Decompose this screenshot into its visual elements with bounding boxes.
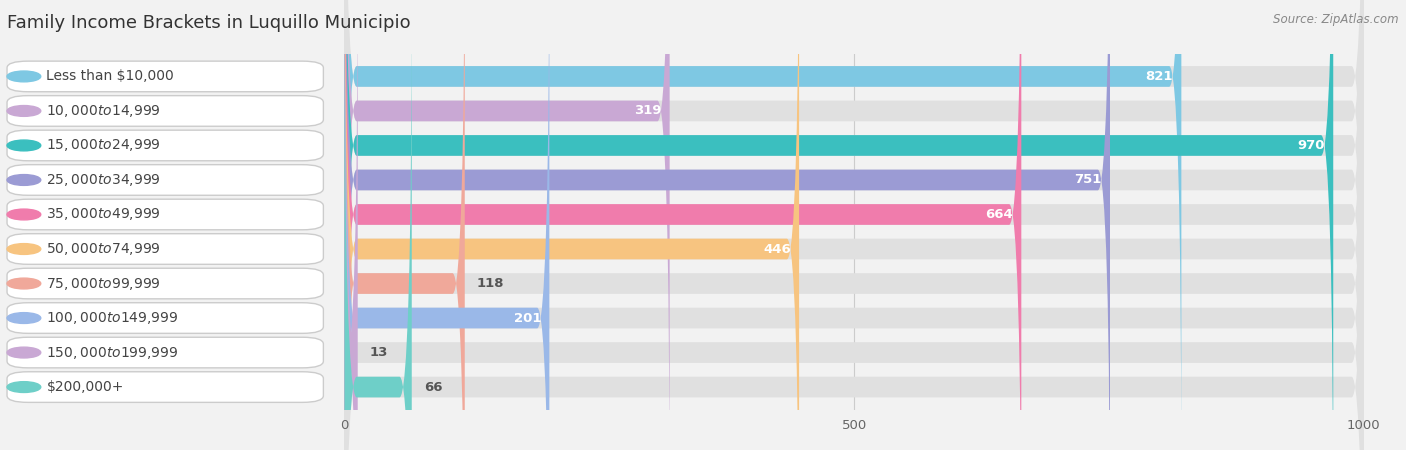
Text: 66: 66	[425, 381, 443, 394]
FancyBboxPatch shape	[344, 0, 1364, 450]
Text: 821: 821	[1146, 70, 1173, 83]
FancyBboxPatch shape	[344, 0, 1364, 450]
Text: $200,000+: $200,000+	[46, 380, 124, 394]
FancyBboxPatch shape	[344, 0, 1364, 450]
FancyBboxPatch shape	[344, 0, 669, 450]
FancyBboxPatch shape	[344, 0, 1364, 450]
FancyBboxPatch shape	[344, 0, 1364, 450]
FancyBboxPatch shape	[344, 0, 465, 450]
FancyBboxPatch shape	[344, 0, 1333, 450]
FancyBboxPatch shape	[344, 0, 1364, 450]
FancyBboxPatch shape	[344, 0, 550, 450]
Text: Less than $10,000: Less than $10,000	[46, 69, 174, 83]
Text: 319: 319	[634, 104, 661, 117]
FancyBboxPatch shape	[344, 0, 412, 450]
Text: $25,000 to $34,999: $25,000 to $34,999	[46, 172, 162, 188]
Text: $35,000 to $49,999: $35,000 to $49,999	[46, 207, 162, 222]
Text: 446: 446	[763, 243, 792, 256]
FancyBboxPatch shape	[344, 0, 1364, 450]
Text: $100,000 to $149,999: $100,000 to $149,999	[46, 310, 179, 326]
Text: $15,000 to $24,999: $15,000 to $24,999	[46, 137, 162, 153]
Text: 118: 118	[477, 277, 505, 290]
Text: 970: 970	[1298, 139, 1324, 152]
FancyBboxPatch shape	[344, 0, 1364, 450]
FancyBboxPatch shape	[344, 0, 799, 450]
FancyBboxPatch shape	[344, 0, 1181, 450]
Text: Family Income Brackets in Luquillo Municipio: Family Income Brackets in Luquillo Munic…	[7, 14, 411, 32]
Text: Source: ZipAtlas.com: Source: ZipAtlas.com	[1274, 14, 1399, 27]
Text: $50,000 to $74,999: $50,000 to $74,999	[46, 241, 162, 257]
Text: $75,000 to $99,999: $75,000 to $99,999	[46, 275, 162, 292]
FancyBboxPatch shape	[344, 0, 1021, 450]
Text: $150,000 to $199,999: $150,000 to $199,999	[46, 345, 179, 360]
FancyBboxPatch shape	[344, 0, 357, 450]
FancyBboxPatch shape	[344, 0, 1364, 450]
Text: $10,000 to $14,999: $10,000 to $14,999	[46, 103, 162, 119]
Text: 201: 201	[513, 311, 541, 324]
Text: 751: 751	[1074, 174, 1102, 186]
FancyBboxPatch shape	[344, 0, 1364, 450]
Text: 664: 664	[986, 208, 1014, 221]
Text: 13: 13	[370, 346, 388, 359]
FancyBboxPatch shape	[344, 0, 1109, 450]
